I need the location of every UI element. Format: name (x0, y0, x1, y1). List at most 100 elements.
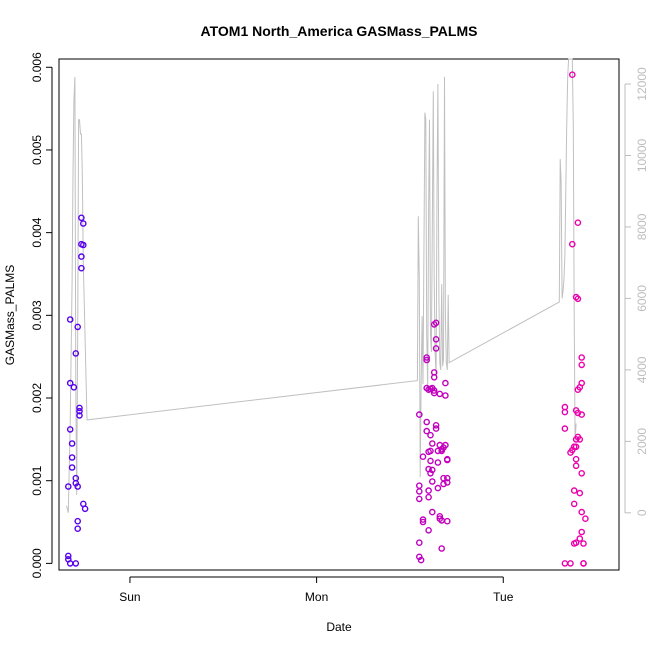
y2-tick-label: 10000 (635, 138, 649, 172)
data-point (66, 316, 74, 323)
data-point (423, 354, 431, 361)
data-point (66, 379, 74, 387)
data-point (430, 387, 438, 394)
data-point (80, 241, 87, 249)
data-point (419, 518, 427, 526)
data-point (415, 539, 423, 547)
data-point (576, 436, 584, 443)
y-tick-label: 0.000 (30, 548, 44, 578)
data-point (76, 404, 83, 412)
altitude-line-layer (66, 58, 577, 513)
data-point (428, 440, 436, 447)
data-point (425, 493, 432, 501)
data-point (428, 478, 436, 485)
data-point (78, 264, 85, 272)
altitude-line (66, 58, 577, 513)
data-point (569, 71, 576, 78)
data-point (561, 425, 569, 432)
data-point (76, 412, 83, 419)
y2-tick-label: 0 (635, 509, 649, 516)
data-point (578, 528, 586, 536)
data-point (574, 295, 582, 303)
y-tick-label: 0.002 (30, 383, 44, 413)
data-point (580, 560, 587, 567)
data-point (578, 361, 586, 369)
data-point (561, 560, 569, 567)
data-point (427, 431, 434, 439)
data-point (434, 447, 442, 455)
y2-tick-label: 2000 (635, 428, 649, 455)
data-point (425, 527, 432, 534)
scatter-point-layer (65, 71, 589, 567)
y2-tick-label: 4000 (635, 356, 649, 383)
y2-tick-label: 6000 (635, 285, 649, 312)
y-axis-label: GASMass_PALMS (3, 265, 17, 365)
data-point (436, 390, 444, 398)
data-point (443, 479, 451, 486)
data-point (419, 453, 427, 461)
y2-tick-label: 8000 (635, 213, 649, 240)
data-point (443, 517, 451, 525)
data-point (574, 219, 582, 226)
data-point (428, 466, 436, 474)
data-point (74, 525, 81, 533)
data-point (432, 319, 440, 327)
data-point (572, 443, 580, 451)
data-point (415, 411, 423, 418)
data-point (417, 556, 425, 564)
data-point (74, 483, 81, 490)
data-point (415, 495, 423, 503)
data-point (72, 560, 80, 567)
data-point (425, 487, 432, 494)
data-point (572, 462, 580, 470)
data-point (578, 411, 586, 418)
data-point (438, 545, 446, 552)
data-point (432, 335, 440, 343)
data-point (68, 454, 76, 461)
data-point (430, 373, 438, 381)
data-point (423, 427, 431, 435)
data-point (443, 456, 451, 464)
data-point (68, 440, 76, 447)
y-tick-label: 0.005 (30, 135, 44, 165)
data-point (432, 345, 440, 352)
data-point (570, 500, 578, 508)
data-point (570, 487, 578, 494)
data-point (427, 447, 434, 455)
data-point (65, 483, 72, 490)
data-point (580, 540, 587, 547)
data-point (434, 484, 442, 492)
data-point (415, 482, 423, 490)
data-point (442, 441, 449, 449)
y-axis-right: 0 2000 4000 6000 8000 10000 12000 (624, 67, 649, 516)
data-point (423, 356, 431, 364)
data-point (423, 418, 431, 426)
x-axis-label: Date (326, 620, 352, 634)
data-point (432, 425, 440, 432)
y-axis-left: 0.000 0.001 0.002 0.003 0.004 0.005 0.006 (30, 52, 53, 578)
data-point (415, 553, 423, 561)
data-point (419, 516, 427, 523)
data-point (582, 515, 589, 523)
data-point (428, 508, 436, 516)
y-tick-label: 0.001 (30, 465, 44, 495)
data-point (76, 407, 83, 415)
data-point (569, 240, 576, 248)
data-point (578, 469, 586, 477)
data-point (74, 323, 81, 331)
x-tick-label: Mon (305, 590, 328, 604)
y-tick-label: 0.004 (30, 217, 44, 247)
data-point (440, 480, 447, 488)
data-point (427, 457, 434, 465)
data-point (72, 350, 80, 357)
x-axis: Sun Mon Tue (119, 576, 514, 604)
data-point (561, 408, 569, 416)
data-point (567, 560, 574, 567)
x-tick-label: Tue (493, 590, 514, 604)
data-point (572, 455, 580, 463)
data-point (442, 392, 449, 399)
data-point (572, 539, 580, 547)
y-tick-label: 0.006 (30, 52, 44, 82)
y-tick-label: 0.003 (30, 300, 44, 330)
plot-frame (58, 58, 620, 571)
